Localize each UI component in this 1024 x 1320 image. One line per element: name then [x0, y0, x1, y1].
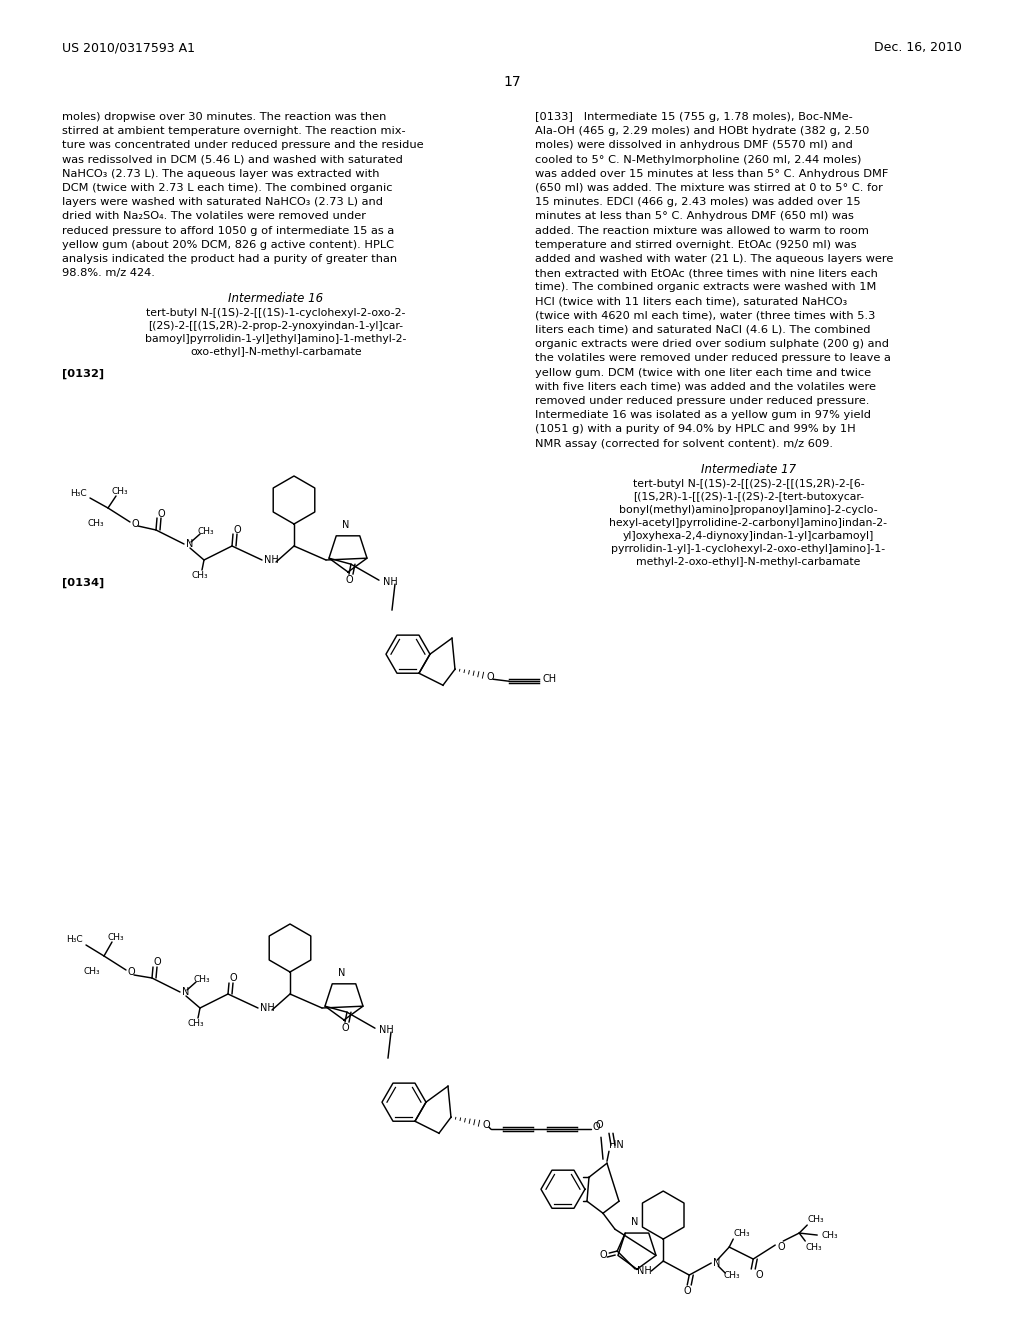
Text: H₃C: H₃C: [70, 490, 87, 499]
Text: CH: CH: [543, 675, 557, 684]
Text: [(2S)-2-[[(1S,2R)-2-prop-2-ynoxyindan-1-yl]car-: [(2S)-2-[[(1S,2R)-2-prop-2-ynoxyindan-1-…: [148, 321, 403, 331]
Text: moles) were dissolved in anhydrous DMF (5570 ml) and: moles) were dissolved in anhydrous DMF (…: [535, 140, 853, 150]
Text: CH₃: CH₃: [108, 933, 125, 942]
Text: liters each time) and saturated NaCl (4.6 L). The combined: liters each time) and saturated NaCl (4.…: [535, 325, 870, 335]
Text: added and washed with water (21 L). The aqueous layers were: added and washed with water (21 L). The …: [535, 253, 893, 264]
Text: CH₃: CH₃: [191, 572, 208, 581]
Text: DCM (twice with 2.73 L each time). The combined organic: DCM (twice with 2.73 L each time). The c…: [62, 183, 392, 193]
Text: Ala-OH (465 g, 2.29 moles) and HOBt hydrate (382 g, 2.50: Ala-OH (465 g, 2.29 moles) and HOBt hydr…: [535, 127, 869, 136]
Text: was redissolved in DCM (5.46 L) and washed with saturated: was redissolved in DCM (5.46 L) and wash…: [62, 154, 402, 165]
Text: reduced pressure to afford 1050 g of intermediate 15 as a: reduced pressure to afford 1050 g of int…: [62, 226, 394, 235]
Text: removed under reduced pressure under reduced pressure.: removed under reduced pressure under red…: [535, 396, 869, 407]
Text: O: O: [341, 1023, 349, 1034]
Text: was added over 15 minutes at less than 5° C. Anhydrous DMF: was added over 15 minutes at less than 5…: [535, 169, 889, 178]
Text: O: O: [230, 973, 238, 983]
Text: O: O: [345, 576, 353, 585]
Text: HCl (twice with 11 liters each time), saturated NaHCO₃: HCl (twice with 11 liters each time), sa…: [535, 297, 847, 306]
Text: [0134]: [0134]: [62, 578, 104, 589]
Text: O: O: [756, 1270, 763, 1280]
Text: yl]oxyhexа-2,4-diynoxy]indan-1-yl]carbamoyl]: yl]oxyhexа-2,4-diynoxy]indan-1-yl]carbam…: [623, 531, 874, 541]
Text: with five liters each time) was added and the volatiles were: with five liters each time) was added an…: [535, 381, 876, 392]
Text: Dec. 16, 2010: Dec. 16, 2010: [874, 41, 962, 54]
Text: (twice with 4620 ml each time), water (three times with 5.3: (twice with 4620 ml each time), water (t…: [535, 310, 876, 321]
Text: minutes at less than 5° C. Anhydrous DMF (650 ml) was: minutes at less than 5° C. Anhydrous DMF…: [535, 211, 854, 222]
Text: O: O: [593, 1122, 601, 1133]
Text: cooled to 5° C. N-Methylmorpholine (260 ml, 2.44 moles): cooled to 5° C. N-Methylmorpholine (260 …: [535, 154, 861, 165]
Text: bamoyl]pyrrolidin-1-yl]ethyl]amino]-1-methyl-2-: bamoyl]pyrrolidin-1-yl]ethyl]amino]-1-me…: [145, 334, 407, 345]
Text: CH₃: CH₃: [112, 487, 129, 496]
Text: [0133]   Intermediate 15 (755 g, 1.78 moles), Boc-NMe-: [0133] Intermediate 15 (755 g, 1.78 mole…: [535, 112, 853, 121]
Text: O: O: [132, 519, 139, 529]
Text: CH₃: CH₃: [88, 520, 104, 528]
Text: O: O: [487, 672, 495, 682]
Text: NaHCO₃ (2.73 L). The aqueous layer was extracted with: NaHCO₃ (2.73 L). The aqueous layer was e…: [62, 169, 380, 178]
Text: pyrrolidin-1-yl]-1-cyclohexyl-2-oxo-ethyl]amino]-1-: pyrrolidin-1-yl]-1-cyclohexyl-2-oxo-ethy…: [611, 544, 886, 554]
Text: 98.8%. m/z 424.: 98.8%. m/z 424.: [62, 268, 155, 279]
Text: analysis indicated the product had a purity of greater than: analysis indicated the product had a pur…: [62, 253, 397, 264]
Text: O: O: [683, 1286, 691, 1296]
Text: CH₃: CH₃: [821, 1230, 838, 1239]
Text: bonyl(methyl)amino]propanoyl]amino]-2-cyclo-: bonyl(methyl)amino]propanoyl]amino]-2-cy…: [620, 504, 878, 515]
Text: N: N: [631, 1217, 639, 1228]
Text: O: O: [128, 968, 135, 977]
Text: stirred at ambient temperature overnight. The reaction mix-: stirred at ambient temperature overnight…: [62, 127, 406, 136]
Text: added. The reaction mixture was allowed to warm to room: added. The reaction mixture was allowed …: [535, 226, 869, 235]
Text: ture was concentrated under reduced pressure and the residue: ture was concentrated under reduced pres…: [62, 140, 424, 150]
Text: O: O: [234, 525, 242, 535]
Text: HN: HN: [609, 1140, 624, 1150]
Text: US 2010/0317593 A1: US 2010/0317593 A1: [62, 41, 195, 54]
Text: (650 ml) was added. The mixture was stirred at 0 to 5° C. for: (650 ml) was added. The mixture was stir…: [535, 183, 883, 193]
Text: N: N: [186, 539, 194, 549]
Text: organic extracts were dried over sodium sulphate (200 g) and: organic extracts were dried over sodium …: [535, 339, 889, 350]
Text: O: O: [595, 1121, 603, 1130]
Text: CH₃: CH₃: [807, 1214, 824, 1224]
Text: H₃C: H₃C: [66, 936, 83, 945]
Text: NH: NH: [264, 554, 279, 565]
Text: O: O: [777, 1242, 784, 1253]
Text: layers were washed with saturated NaHCO₃ (2.73 L) and: layers were washed with saturated NaHCO₃…: [62, 197, 383, 207]
Text: O: O: [599, 1250, 607, 1261]
Text: O: O: [158, 510, 166, 519]
Text: Intermediate 17: Intermediate 17: [701, 463, 796, 475]
Text: then extracted with EtOAc (three times with nine liters each: then extracted with EtOAc (three times w…: [535, 268, 878, 279]
Text: [0132]: [0132]: [62, 368, 104, 379]
Text: time). The combined organic extracts were washed with 1M: time). The combined organic extracts wer…: [535, 282, 877, 293]
Text: NH: NH: [379, 1026, 394, 1035]
Text: NH: NH: [383, 577, 397, 587]
Text: [(1S,2R)-1-[[(2S)-1-[(2S)-2-[tert-butoxycar-: [(1S,2R)-1-[[(2S)-1-[(2S)-2-[tert-butoxy…: [633, 492, 864, 502]
Text: tert-butyl N-[(1S)-2-[[(1S)-1-cyclohexyl-2-oxo-2-: tert-butyl N-[(1S)-2-[[(1S)-1-cyclohexyl…: [146, 309, 406, 318]
Text: CH₃: CH₃: [733, 1229, 750, 1238]
Text: CH₃: CH₃: [198, 528, 215, 536]
Text: N: N: [182, 987, 189, 997]
Text: moles) dropwise over 30 minutes. The reaction was then: moles) dropwise over 30 minutes. The rea…: [62, 112, 386, 121]
Text: dried with Na₂SO₄. The volatiles were removed under: dried with Na₂SO₄. The volatiles were re…: [62, 211, 366, 222]
Text: O: O: [483, 1121, 490, 1130]
Text: hexyl-acetyl]pyrrolidine-2-carbonyl]amino]indan-2-: hexyl-acetyl]pyrrolidine-2-carbonyl]amin…: [609, 517, 888, 528]
Text: N: N: [338, 968, 346, 978]
Text: tert-butyl N-[(1S)-2-[[(2S)-2-[[(1S,2R)-2-[6-: tert-butyl N-[(1S)-2-[[(2S)-2-[[(1S,2R)-…: [633, 479, 864, 488]
Text: N: N: [342, 520, 349, 531]
Text: CH₃: CH₃: [723, 1271, 740, 1279]
Text: NH: NH: [260, 1003, 274, 1012]
Text: NH: NH: [637, 1266, 652, 1276]
Text: CH₃: CH₃: [194, 975, 211, 985]
Text: 15 minutes. EDCI (466 g, 2.43 moles) was added over 15: 15 minutes. EDCI (466 g, 2.43 moles) was…: [535, 197, 860, 207]
Text: CH₃: CH₃: [187, 1019, 205, 1028]
Text: Intermediate 16: Intermediate 16: [228, 293, 324, 305]
Text: the volatiles were removed under reduced pressure to leave a: the volatiles were removed under reduced…: [535, 354, 891, 363]
Text: yellow gum (about 20% DCM, 826 g active content). HPLC: yellow gum (about 20% DCM, 826 g active …: [62, 240, 394, 249]
Text: (1051 g) with a purity of 94.0% by HPLC and 99% by 1H: (1051 g) with a purity of 94.0% by HPLC …: [535, 425, 856, 434]
Text: methyl-2-oxo-ethyl]-N-methyl-carbamate: methyl-2-oxo-ethyl]-N-methyl-carbamate: [636, 557, 861, 566]
Text: 17: 17: [503, 75, 521, 88]
Text: oxo-ethyl]-N-methyl-carbamate: oxo-ethyl]-N-methyl-carbamate: [190, 347, 361, 358]
Text: Intermediate 16 was isolated as a yellow gum in 97% yield: Intermediate 16 was isolated as a yellow…: [535, 411, 871, 420]
Text: O: O: [154, 957, 162, 968]
Text: N: N: [714, 1258, 721, 1269]
Text: yellow gum. DCM (twice with one liter each time and twice: yellow gum. DCM (twice with one liter ea…: [535, 367, 871, 378]
Text: temperature and stirred overnight. EtOAc (9250 ml) was: temperature and stirred overnight. EtOAc…: [535, 240, 857, 249]
Text: CH₃: CH₃: [84, 968, 100, 977]
Text: NMR assay (corrected for solvent content). m/z 609.: NMR assay (corrected for solvent content…: [535, 438, 833, 449]
Text: CH₃: CH₃: [805, 1242, 822, 1251]
